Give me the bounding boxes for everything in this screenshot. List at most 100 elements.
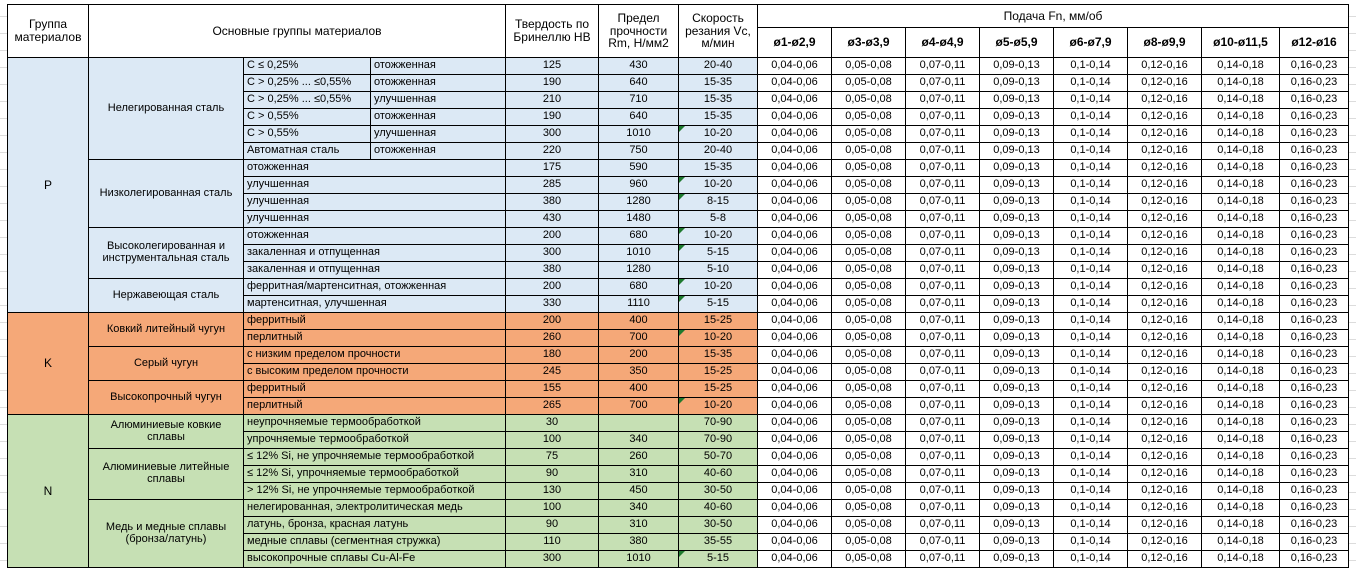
hardness-value-cell: 190 bbox=[505, 108, 599, 126]
table-row: улучшенная 285 960 10-20 0,04-0,06 0,05-0,08 0… bbox=[8, 176, 1349, 194]
description-cell: ферритная/мартенситная, отожженная bbox=[243, 278, 506, 296]
feed-value-cell: 0,16-0,23 bbox=[1279, 533, 1349, 551]
hardness-value-cell: 130 bbox=[505, 482, 599, 500]
feed-value-cell: 0,07-0,11 bbox=[905, 295, 980, 313]
feed-value-cell: 0,07-0,11 bbox=[905, 533, 980, 551]
cutting-speed-value-cell: 15-25 bbox=[678, 312, 758, 330]
material-group-name-cell: Нелегированная сталь bbox=[88, 57, 244, 160]
cutting-speed-value-cell: 40-60 bbox=[678, 499, 758, 517]
strength-value-cell: 310 bbox=[598, 465, 679, 483]
hardness-value-cell: 155 bbox=[505, 380, 599, 398]
table-row: высокопрочные сплавы Cu-Al-Fe 300 1010 5-15… bbox=[8, 550, 1349, 568]
feed-value-cell: 0,04-0,06 bbox=[757, 108, 832, 126]
feed-value-cell: 0,1-0,14 bbox=[1053, 550, 1128, 568]
strength-value-cell: 260 bbox=[598, 448, 679, 466]
feed-value-cell: 0,07-0,11 bbox=[905, 108, 980, 126]
hardness-value-cell: 210 bbox=[505, 91, 599, 109]
header-feed-title: Подача Fn, мм/об bbox=[757, 4, 1349, 28]
strength-value-cell: 350 bbox=[598, 363, 679, 381]
hardness-value-cell: 300 bbox=[505, 125, 599, 143]
feed-value-cell: 0,09-0,13 bbox=[979, 193, 1054, 211]
strength-value-cell: 380 bbox=[598, 533, 679, 551]
cutting-speed-value-cell: 10-20 bbox=[678, 125, 758, 143]
table-row: Алюминиевые литейные сплавы ≤ 12% Si, не … bbox=[8, 448, 1349, 500]
feed-value-cell: 0,05-0,08 bbox=[831, 91, 906, 109]
hardness-value-cell: 90 bbox=[505, 465, 599, 483]
description-cell: с высоким пределом прочности bbox=[243, 363, 506, 381]
feed-value-cell: 0,1-0,14 bbox=[1053, 125, 1128, 143]
feed-value-cell: 0,04-0,06 bbox=[757, 176, 832, 194]
feed-value-cell: 0,04-0,06 bbox=[757, 465, 832, 483]
feed-value-cell: 0,05-0,08 bbox=[831, 261, 906, 279]
feed-value-cell: 0,14-0,18 bbox=[1201, 278, 1280, 296]
cutting-speed-value-cell: 10-20 bbox=[678, 176, 758, 194]
feed-value-cell: 0,04-0,06 bbox=[757, 261, 832, 279]
description-cell: медные сплавы (сегментная стружка) bbox=[243, 533, 506, 551]
state-cell: улучшенная bbox=[370, 91, 506, 109]
feed-value-cell: 0,04-0,06 bbox=[757, 91, 832, 109]
material-group-name-cell: Высокопрочный чугун bbox=[88, 380, 244, 415]
feed-value-cell: 0,16-0,23 bbox=[1279, 431, 1349, 449]
strength-value-cell: 750 bbox=[598, 142, 679, 160]
material-group-name-cell: Ковкий литейный чугун bbox=[88, 312, 244, 347]
feed-value-cell: 0,07-0,11 bbox=[905, 397, 980, 415]
cell-note-marker-icon bbox=[679, 551, 685, 557]
table-row: перлитный 265 700 10-20 0,04-0,06 0,05-0,08 0,… bbox=[8, 397, 1349, 415]
feed-value-cell: 0,12-0,16 bbox=[1127, 499, 1202, 517]
feed-value-cell: 0,14-0,18 bbox=[1201, 193, 1280, 211]
feed-value-cell: 0,1-0,14 bbox=[1053, 329, 1128, 347]
cell-note-marker-icon bbox=[679, 126, 685, 132]
table-row: N Алюминиевые ковкие сплавы неупрочняемые … bbox=[7, 414, 1349, 568]
description-cell: с низким пределом прочности bbox=[243, 346, 506, 364]
feed-value-cell: 0,16-0,23 bbox=[1279, 261, 1349, 279]
composition-cell: С > 0,55% bbox=[243, 108, 371, 126]
hardness-value-cell: 300 bbox=[505, 550, 599, 568]
feed-value-cell: 0,07-0,11 bbox=[905, 261, 980, 279]
feed-value-cell: 0,05-0,08 bbox=[831, 550, 906, 568]
feed-value-cell: 0,09-0,13 bbox=[979, 91, 1054, 109]
feed-value-cell: 0,16-0,23 bbox=[1279, 516, 1349, 534]
feed-value-cell: 0,04-0,06 bbox=[757, 193, 832, 211]
header-feed-d4: ø5-ø5,9 bbox=[979, 27, 1054, 58]
feed-value-cell: 0,07-0,11 bbox=[905, 329, 980, 347]
cell-note-marker-icon bbox=[679, 228, 685, 234]
state-cell: улучшенная bbox=[370, 125, 506, 143]
hardness-value-cell: 200 bbox=[505, 312, 599, 330]
feed-value-cell: 0,16-0,23 bbox=[1279, 312, 1349, 330]
feed-value-cell: 0,14-0,18 bbox=[1201, 550, 1280, 568]
feed-value-cell: 0,04-0,06 bbox=[757, 142, 832, 160]
hardness-value-cell: 285 bbox=[505, 176, 599, 194]
feed-value-cell: 0,09-0,13 bbox=[979, 397, 1054, 415]
feed-value-cell: 0,16-0,23 bbox=[1279, 125, 1349, 143]
description-cell: ферритный bbox=[243, 380, 506, 398]
feed-value-cell: 0,12-0,16 bbox=[1127, 516, 1202, 534]
material-group-name-cell: Высоколегированная и инструментальная ст… bbox=[88, 227, 244, 279]
feed-value-cell: 0,12-0,16 bbox=[1127, 329, 1202, 347]
feed-value-cell: 0,1-0,14 bbox=[1053, 397, 1128, 415]
table-row: ≤ 12% Si, упрочняемые термообработкой 90 3… bbox=[8, 465, 1349, 483]
cell-note-marker-icon bbox=[679, 177, 685, 183]
feed-value-cell: 0,14-0,18 bbox=[1201, 74, 1280, 92]
feed-value-cell: 0,1-0,14 bbox=[1053, 499, 1128, 517]
feed-value-cell: 0,05-0,08 bbox=[831, 210, 906, 228]
feed-value-cell: 0,07-0,11 bbox=[905, 431, 980, 449]
material-group-name-cell: Алюминиевые литейные сплавы bbox=[88, 448, 244, 500]
strength-value-cell: 340 bbox=[598, 431, 679, 449]
feed-value-cell: 0,1-0,14 bbox=[1053, 414, 1128, 432]
feed-value-cell: 0,09-0,13 bbox=[979, 346, 1054, 364]
feed-value-cell: 0,12-0,16 bbox=[1127, 431, 1202, 449]
feed-value-cell: 0,07-0,11 bbox=[905, 363, 980, 381]
strength-value-cell: 640 bbox=[598, 108, 679, 126]
feed-value-cell: 0,1-0,14 bbox=[1053, 346, 1128, 364]
feed-value-cell: 0,1-0,14 bbox=[1053, 465, 1128, 483]
material-group-name-cell: Низколегированная сталь bbox=[88, 159, 244, 228]
hardness-value-cell: 220 bbox=[505, 142, 599, 160]
feed-value-cell: 0,16-0,23 bbox=[1279, 57, 1349, 75]
feed-value-cell: 0,09-0,13 bbox=[979, 261, 1054, 279]
description-cell: нелегированная, электролитическая медь bbox=[243, 499, 506, 517]
feed-value-cell: 0,07-0,11 bbox=[905, 74, 980, 92]
cutting-speed-value-cell: 5-8 bbox=[678, 210, 758, 228]
cell-note-marker-icon bbox=[679, 330, 685, 336]
cutting-speed-value-cell: 5-15 bbox=[678, 244, 758, 262]
hardness-value-cell: 430 bbox=[505, 210, 599, 228]
